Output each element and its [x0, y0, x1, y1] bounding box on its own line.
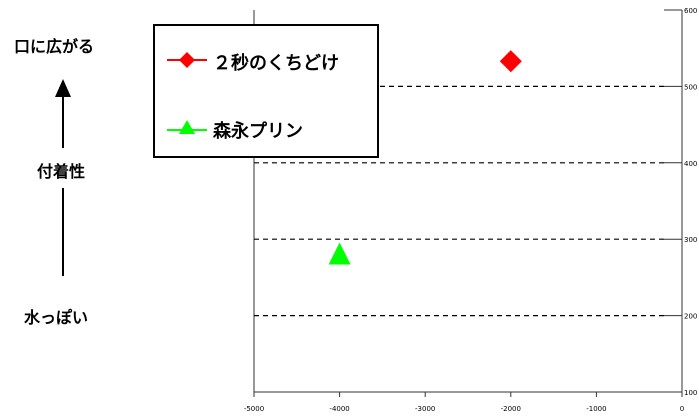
label-adhesiveness: 付着性	[37, 162, 86, 181]
x-tick-label: -1000	[586, 405, 606, 413]
y-tick-label: 600	[684, 7, 697, 15]
green-triangle-marker-icon	[167, 120, 207, 134]
legend-label: 森永プリン	[213, 121, 303, 142]
data-point-diamond	[499, 50, 522, 73]
red-diamond-marker-icon	[167, 52, 207, 68]
data-point-triangle	[328, 242, 351, 265]
legend-label: ２秒のくちどけ	[213, 53, 339, 74]
x-tick-label: 0	[680, 405, 684, 413]
x-tick-label: -4000	[329, 405, 349, 413]
x-tick-label: -3000	[415, 405, 435, 413]
y-tick-label: 500	[684, 83, 697, 91]
label-watery: 水っぽい	[24, 308, 89, 327]
y-tick-label: 100	[684, 389, 697, 397]
arrow-head	[55, 79, 71, 97]
x-tick-label: -2000	[501, 405, 521, 413]
legend: ２秒のくちどけ 森永プリン	[153, 24, 379, 158]
x-tick-label: -5000	[244, 405, 264, 413]
label-spreads-in-mouth: 口に広がる	[14, 37, 95, 56]
legend-item-morinaga-purin: 森永プリン	[167, 114, 377, 142]
data-points	[328, 50, 522, 265]
y-tick-label: 200	[684, 313, 697, 321]
legend-item-2byou-no-kuchidoke: ２秒のくちどけ	[167, 46, 377, 74]
y-tick-label: 300	[684, 236, 697, 244]
axis-arrow	[55, 79, 71, 276]
y-axis-ticks: 100 200 300 400 500 600	[664, 7, 697, 397]
x-axis-ticks: -5000 -4000 -3000 -2000 -1000 0	[244, 392, 684, 413]
y-tick-label: 400	[684, 160, 697, 168]
